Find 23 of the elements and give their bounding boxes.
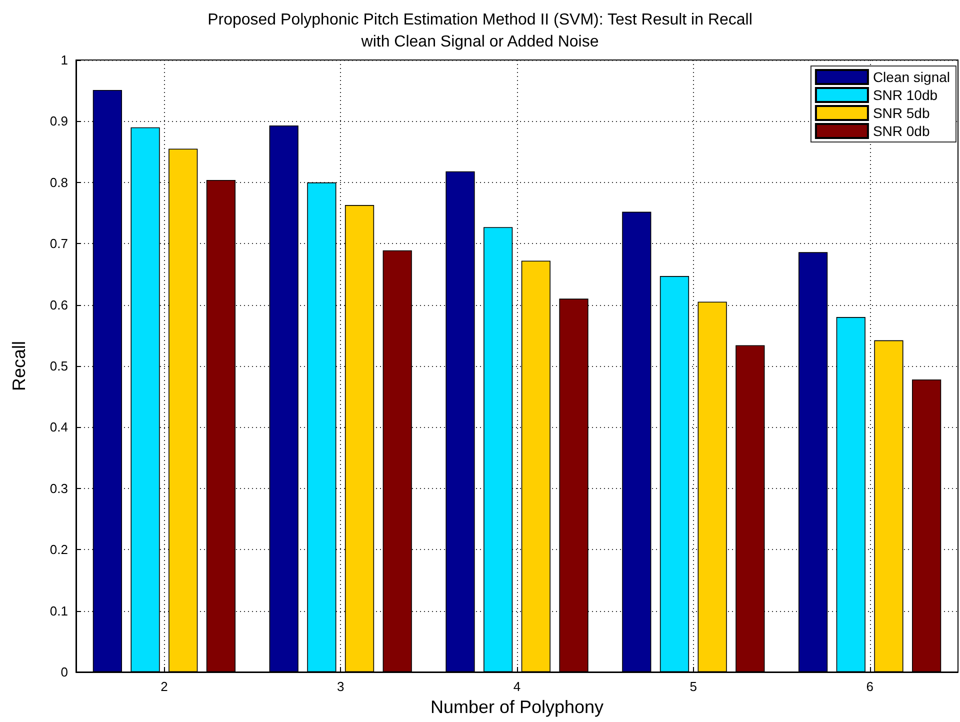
legend-label: SNR 0db [872, 123, 930, 139]
y-tick-label: 0.2 [50, 542, 68, 558]
legend-label: SNR 5db [872, 105, 930, 121]
y-tick-label: 0.5 [50, 358, 68, 374]
x-tick-label: 4 [513, 679, 521, 694]
x-tick-label: 2 [160, 679, 168, 694]
x-tick-label: 6 [866, 679, 874, 694]
x-tick-label: 3 [336, 679, 344, 694]
y-tick-label: 0.4 [50, 420, 68, 435]
y-tick-label: 0 [60, 664, 68, 680]
y-tick-label: 1 [60, 52, 68, 68]
y-tick-label: 0.1 [50, 603, 68, 618]
x-axis-title: Number of Polyphony [430, 696, 604, 717]
y-tick-label: 0.7 [50, 236, 68, 252]
chart-title: Proposed Polyphonic Pitch Estimation Method II (SVM): Test Result in Recall with Clean Signal or Added Noise [208, 12, 752, 50]
y-tick-label: 0.3 [50, 480, 68, 496]
y-tick-label: 0.6 [50, 297, 68, 312]
y-tick-label: 0.9 [50, 114, 68, 129]
y-axis-title: Recall [9, 340, 29, 392]
y-tick-label: 0.8 [50, 174, 68, 190]
legend-label: Clean signal [872, 69, 950, 85]
legend-label: SNR 10db [872, 87, 938, 103]
x-tick-label: 5 [690, 679, 698, 694]
